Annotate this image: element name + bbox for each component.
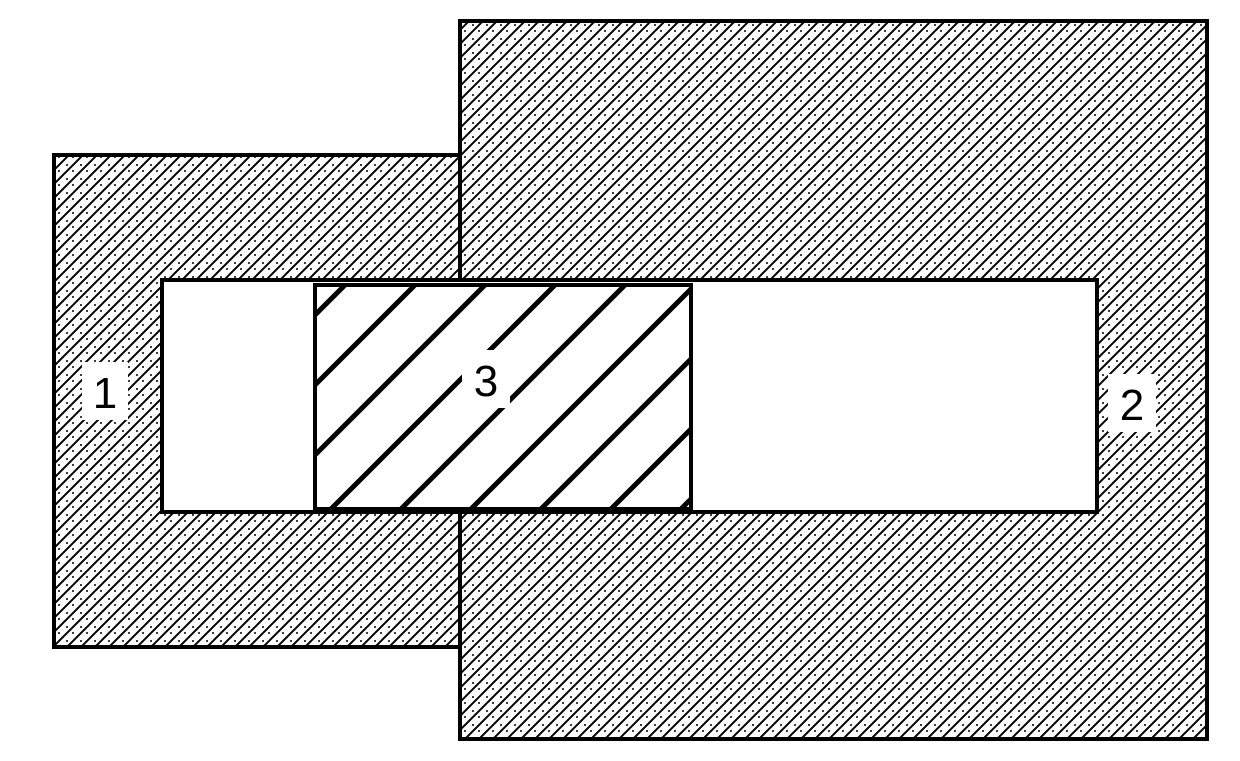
label-3-text: 3 <box>474 357 498 406</box>
label-2-text: 2 <box>1120 381 1144 430</box>
label-1: 1 <box>82 362 128 420</box>
diagram-canvas: 1 2 3 <box>0 0 1240 761</box>
label-1-text: 1 <box>93 369 117 418</box>
label-2: 2 <box>1108 374 1156 432</box>
label-3: 3 <box>462 350 510 408</box>
